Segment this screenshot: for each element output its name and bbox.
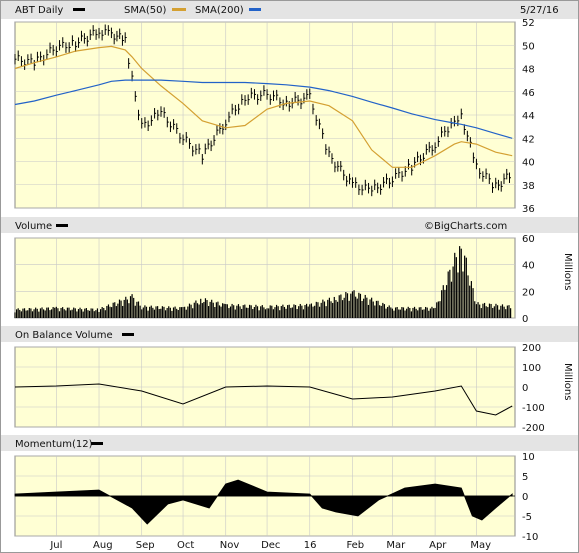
price-tick-label: 46 xyxy=(522,88,535,99)
month-label: Mar xyxy=(386,540,406,551)
month-label: Dec xyxy=(261,540,280,551)
price-y-axis: 36 38 40 42 44 46 48 50 52 xyxy=(522,18,535,215)
obv-panel: -200 -100 0 100 200 Millions xyxy=(14,343,573,434)
momentum-tick-label: 10 xyxy=(522,452,535,463)
obv-header-strip xyxy=(1,326,578,342)
obv-unit-label: Millions xyxy=(562,363,573,400)
momentum-panel: -10 -5 0 5 10 xyxy=(14,452,538,543)
obv-title: On Balance Volume xyxy=(15,330,113,341)
obv-line xyxy=(14,383,513,416)
volume-title: Volume xyxy=(15,221,52,232)
month-label: 16 xyxy=(304,540,317,551)
obv-tick-label: 200 xyxy=(522,343,541,354)
price-tick-label: 50 xyxy=(522,41,535,52)
month-label: Jul xyxy=(49,540,62,551)
momentum-title: Momentum(12) xyxy=(15,439,93,450)
sma50-line xyxy=(14,45,513,168)
month-label: Feb xyxy=(346,540,364,551)
volume-tick-label: 0 xyxy=(522,314,528,325)
momentum-series xyxy=(14,479,515,525)
price-grid xyxy=(15,21,515,209)
volume-legend-swatch xyxy=(56,224,68,227)
obv-tick-label: -200 xyxy=(522,423,545,434)
month-label: Sep xyxy=(136,540,155,551)
price-tick-label: 44 xyxy=(522,111,535,122)
volume-y-axis: 0 20 40 60 xyxy=(522,234,535,325)
sma200-label: SMA(200) xyxy=(195,5,244,16)
x-axis-month-labels: Jul Aug Sep Oct Nov Dec 16 Feb Mar Apr May xyxy=(49,540,491,551)
sma200-line xyxy=(14,79,513,139)
month-label: Aug xyxy=(93,540,113,551)
volume-header-strip xyxy=(1,217,578,233)
volume-plot-area xyxy=(14,237,516,319)
price-tick-label: 48 xyxy=(522,65,535,76)
obv-tick-label: 0 xyxy=(522,383,528,394)
sma50-legend-swatch xyxy=(172,8,186,11)
obv-y-axis: -200 -100 0 100 200 xyxy=(522,343,545,434)
header-strip xyxy=(1,1,578,19)
price-tick-label: 36 xyxy=(522,204,535,215)
volume-tick-label: 20 xyxy=(522,287,535,298)
sma200-legend-swatch xyxy=(249,8,261,11)
symbol-label: ABT Daily xyxy=(15,5,63,16)
price-tick-label: 42 xyxy=(522,134,535,145)
volume-panel: 0 20 40 60 Millions xyxy=(14,234,573,325)
obv-tick-label: 100 xyxy=(522,363,541,374)
momentum-tick-label: -10 xyxy=(522,532,538,543)
month-label: Nov xyxy=(220,540,240,551)
momentum-tick-label: 5 xyxy=(522,472,528,483)
momentum-header-strip xyxy=(1,435,578,451)
price-panel: 36 38 40 42 44 46 48 50 52 xyxy=(14,18,535,215)
obv-legend-swatch xyxy=(122,333,134,336)
volume-series xyxy=(14,246,512,318)
momentum-tick-label: 0 xyxy=(522,492,528,503)
volume-watermark: ©BigCharts.com xyxy=(424,221,507,232)
month-label: Oct xyxy=(177,540,194,551)
month-label: Apr xyxy=(429,540,447,551)
momentum-area xyxy=(14,479,513,525)
price-tick-label: 40 xyxy=(522,158,535,169)
date-label: 5/27/16 xyxy=(520,5,559,16)
symbol-legend-swatch xyxy=(73,8,85,11)
month-label: May xyxy=(470,540,491,551)
momentum-tick-label: -5 xyxy=(522,512,532,523)
volume-tick-label: 40 xyxy=(522,261,535,272)
price-tick-label: 52 xyxy=(522,18,535,29)
sma50-label: SMA(50) xyxy=(124,5,166,16)
price-tick-label: 38 xyxy=(522,181,535,192)
volume-unit-label: Millions xyxy=(562,253,573,290)
volume-tick-label: 60 xyxy=(522,234,535,245)
obv-tick-label: -100 xyxy=(522,403,545,414)
price-series xyxy=(14,24,513,197)
momentum-legend-swatch xyxy=(91,442,103,445)
obv-grid xyxy=(15,346,515,428)
obv-series xyxy=(14,383,513,416)
momentum-y-axis: -10 -5 0 5 10 xyxy=(522,452,538,543)
